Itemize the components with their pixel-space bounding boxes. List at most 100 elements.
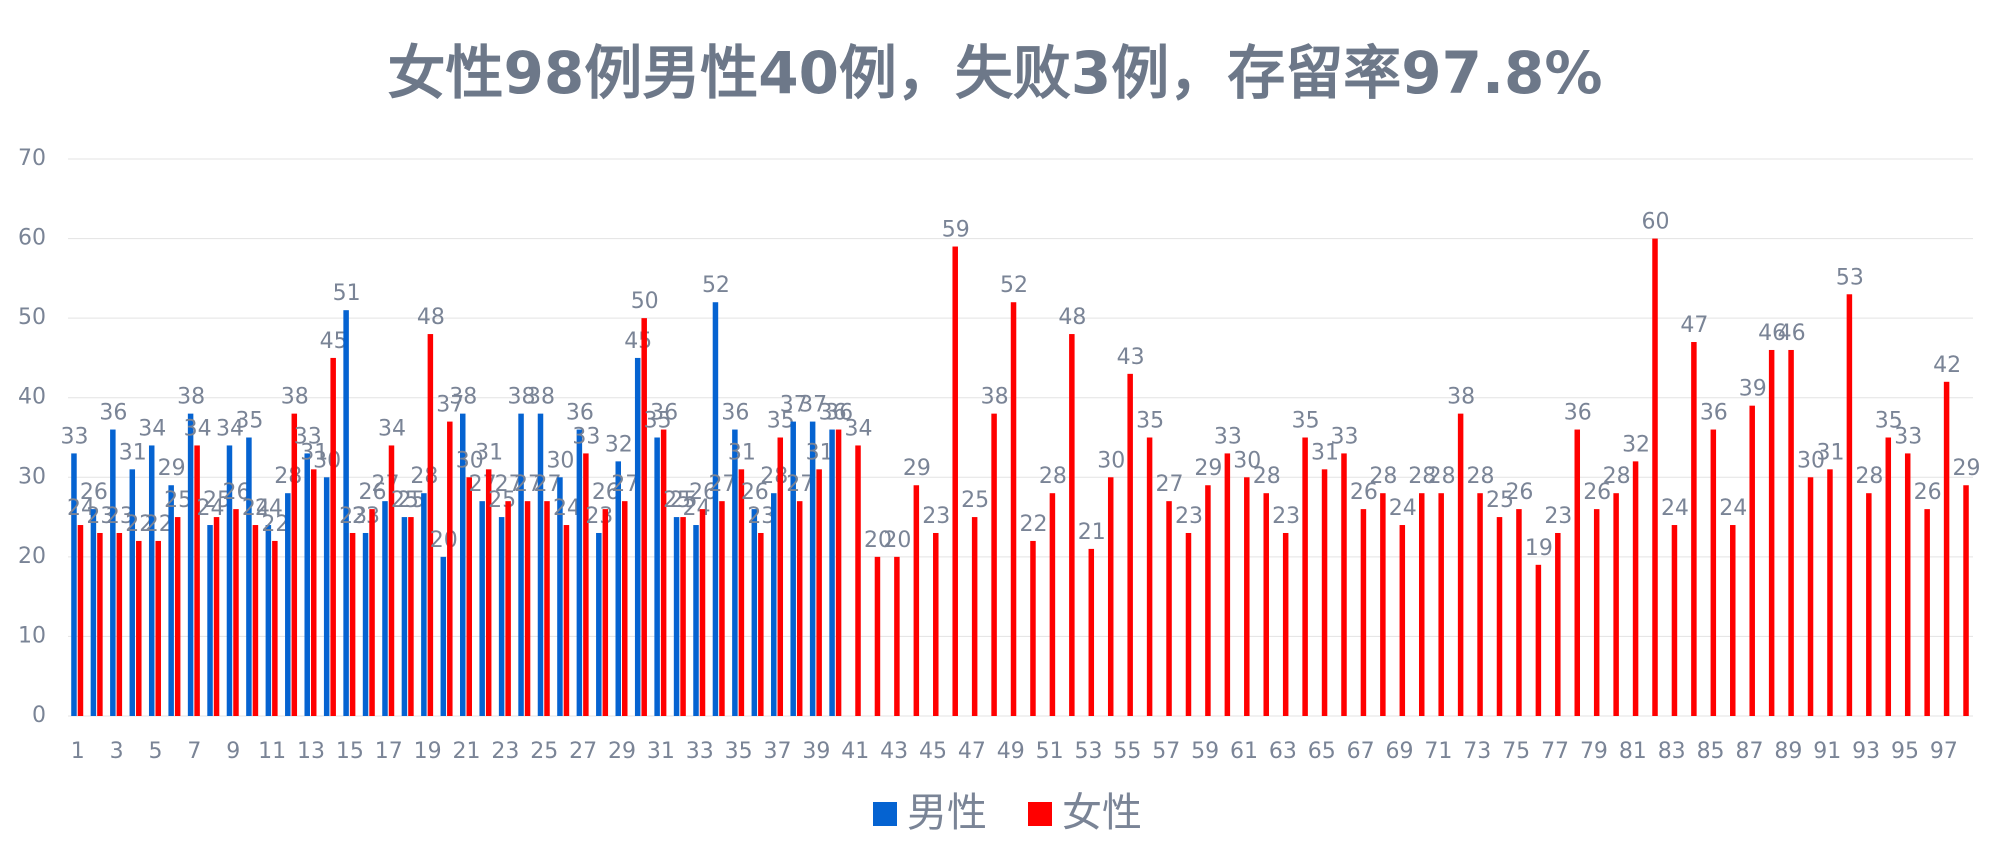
bar <box>343 310 349 716</box>
bar <box>148 445 155 716</box>
data-label: 25 <box>397 488 425 513</box>
x-tick-label: 67 <box>1347 739 1375 764</box>
x-tick-label: 89 <box>1774 739 1802 764</box>
data-label: 27 <box>1156 472 1184 497</box>
data-label: 22 <box>145 512 173 537</box>
bar <box>1069 334 1075 716</box>
bar <box>1885 437 1892 716</box>
data-label: 31 <box>728 440 756 465</box>
bar <box>596 532 602 716</box>
data-label: 28 <box>760 464 788 489</box>
data-label: 36 <box>1564 401 1592 426</box>
data-label: 53 <box>1836 265 1864 290</box>
bar <box>771 493 777 716</box>
data-label: 35 <box>1136 409 1164 434</box>
bar <box>1924 509 1930 716</box>
data-label: 30 <box>456 448 484 473</box>
y-tick-label: 10 <box>18 623 46 648</box>
data-label: 21 <box>1078 520 1106 545</box>
data-label: 30 <box>313 448 341 473</box>
bar <box>1166 501 1172 716</box>
data-label: 36 <box>1700 401 1728 426</box>
data-label: 25 <box>670 488 698 513</box>
bar <box>1866 493 1872 716</box>
x-tick-label: 15 <box>336 739 364 764</box>
data-label: 27 <box>495 472 523 497</box>
bar <box>660 429 667 716</box>
x-tick-label: 91 <box>1813 739 1841 764</box>
data-label: 30 <box>1233 448 1261 473</box>
data-label: 25 <box>961 488 989 513</box>
data-label: 28 <box>410 464 438 489</box>
data-label: 27 <box>371 472 399 497</box>
bar <box>323 477 330 716</box>
bar <box>1282 532 1289 716</box>
data-label: 28 <box>1408 464 1436 489</box>
bar <box>116 532 123 716</box>
data-label: 23 <box>339 504 367 529</box>
bar <box>835 429 842 716</box>
bar <box>583 453 589 716</box>
data-label: 52 <box>702 273 730 298</box>
data-label: 34 <box>378 416 406 441</box>
bar <box>440 556 447 716</box>
bar <box>933 532 939 716</box>
data-label: 25 <box>391 488 419 513</box>
data-label: 27 <box>611 472 639 497</box>
bar <box>1807 477 1814 716</box>
bar <box>447 421 453 716</box>
bar <box>304 453 310 716</box>
bar <box>1010 302 1017 716</box>
bar <box>310 469 317 716</box>
bar <box>498 517 505 716</box>
data-label: 27 <box>534 472 562 497</box>
data-label: 29 <box>1953 456 1981 481</box>
bar <box>1341 453 1347 716</box>
bar <box>505 501 511 716</box>
data-label: 28 <box>1253 464 1281 489</box>
bar <box>1457 413 1464 716</box>
data-label: 33 <box>294 424 322 449</box>
data-label: 23 <box>352 504 380 529</box>
bar <box>479 501 485 716</box>
bar <box>524 501 531 716</box>
data-label: 33 <box>1214 424 1242 449</box>
x-tick-label: 83 <box>1658 739 1686 764</box>
bar <box>680 517 686 716</box>
data-label: 24 <box>67 496 95 521</box>
data-label: 33 <box>1894 424 1922 449</box>
bar <box>136 540 142 716</box>
bar <box>557 477 563 716</box>
x-tick-label: 1 <box>71 739 85 764</box>
data-label: 26 <box>1583 480 1611 505</box>
bar <box>408 517 414 716</box>
data-label: 35 <box>1875 409 1903 434</box>
data-label: 31 <box>300 440 328 465</box>
x-tick-label: 11 <box>258 739 286 764</box>
data-label: 28 <box>274 464 302 489</box>
x-tick-label: 3 <box>110 739 124 764</box>
data-label: 29 <box>903 456 931 481</box>
x-tick-label: 47 <box>958 739 986 764</box>
bar <box>1224 453 1231 716</box>
data-label: 20 <box>430 528 458 553</box>
bar <box>544 501 550 716</box>
data-label: 34 <box>184 416 212 441</box>
legend-label: 女性 <box>1062 790 1142 836</box>
y-tick-label: 50 <box>18 305 46 330</box>
data-label: 47 <box>1680 313 1708 338</box>
bar <box>265 525 272 716</box>
x-tick-label: 77 <box>1541 739 1569 764</box>
bar <box>427 334 434 716</box>
data-label: 60 <box>1642 210 1670 235</box>
x-tick-label: 37 <box>764 739 792 764</box>
x-tick-label: 35 <box>725 739 753 764</box>
data-label: 29 <box>158 456 186 481</box>
data-label: 24 <box>1661 496 1689 521</box>
x-tick-label: 19 <box>414 739 442 764</box>
bar <box>1827 469 1833 716</box>
data-label: 36 <box>566 401 594 426</box>
data-label: 27 <box>708 472 736 497</box>
data-label: 28 <box>1467 464 1495 489</box>
